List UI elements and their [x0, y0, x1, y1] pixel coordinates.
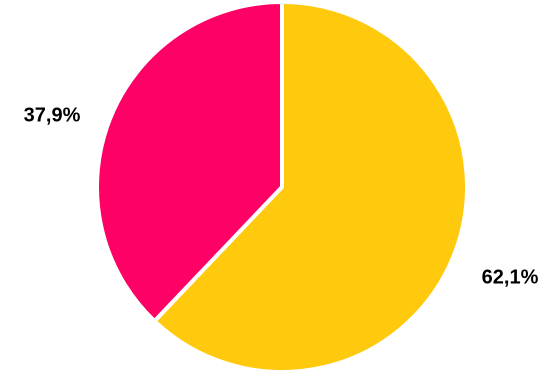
pie-slice-1: [152, 0, 469, 374]
data-label-slice-1: 62,1%: [482, 266, 539, 288]
pie-slices: [95, 0, 469, 374]
pie-data-labels: 62,1% 37,9%: [24, 104, 539, 288]
data-label-slice-2: 37,9%: [24, 104, 81, 126]
pie-slice-2: [95, 0, 284, 324]
